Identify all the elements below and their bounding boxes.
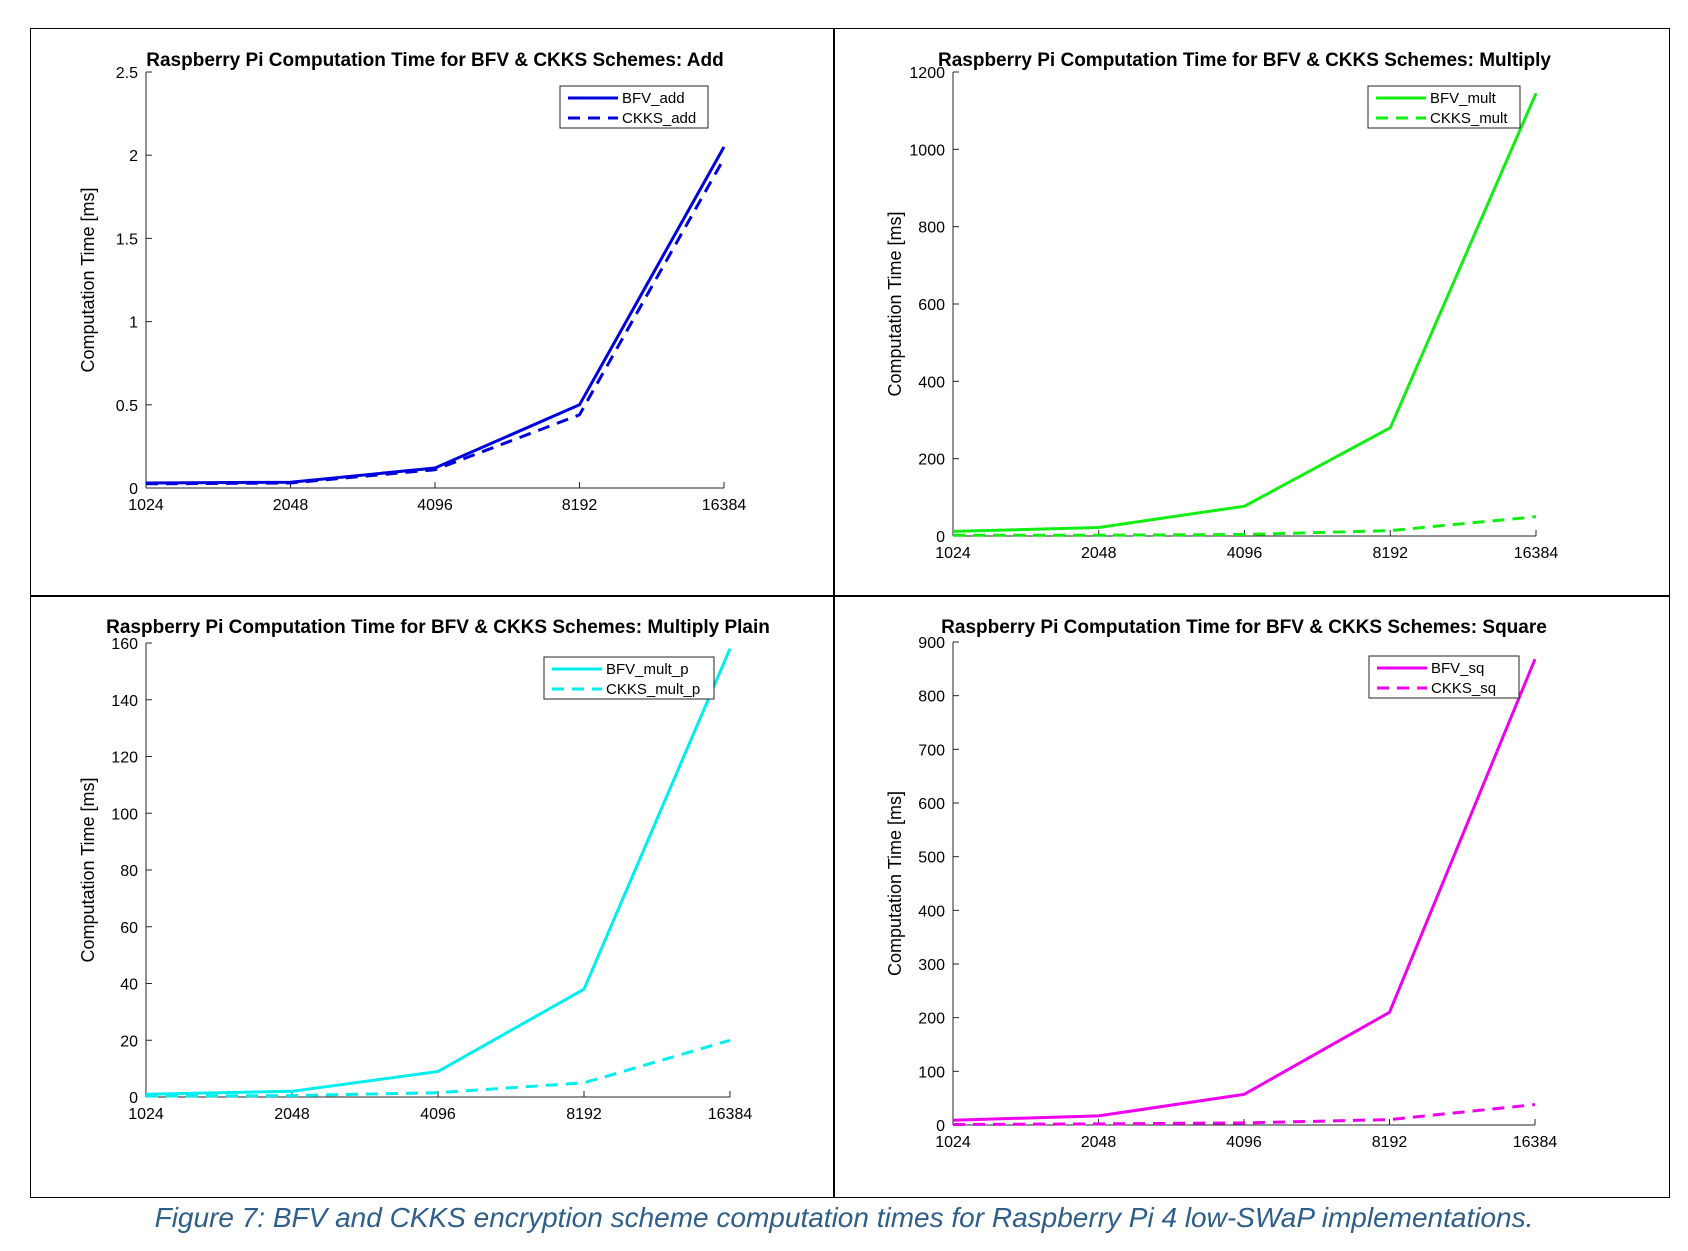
y-tick-label: 900 — [918, 635, 945, 652]
series-line-ckks-mult — [953, 515, 1537, 537]
x-tick-label: 16384 — [702, 497, 747, 514]
y-tick-label: 140 — [111, 693, 138, 710]
legend-label-ckks-mult: CKKS_mult — [1430, 110, 1508, 127]
series-line-ckks-sq — [952, 1103, 1536, 1126]
series-line-ckks-mult-p — [145, 1038, 731, 1098]
x-tick-label: 1024 — [935, 545, 971, 562]
x-tick-label: 8192 — [1372, 545, 1408, 562]
x-tick-label: 4096 — [420, 1106, 456, 1123]
chart-multiply: Raspberry Pi Computation Time for BFV & … — [885, 50, 1559, 562]
chart-multiply-plain: Raspberry Pi Computation Time for BFV & … — [78, 617, 770, 1123]
legend-label-ckks-mult-p: CKKS_mult_p — [606, 681, 700, 698]
y-axis-label: Computation Time [ms] — [885, 791, 905, 976]
x-tick-label: 1024 — [128, 1106, 164, 1123]
chart-title: Raspberry Pi Computation Time for BFV & … — [938, 50, 1551, 71]
figure-frame — [30, 28, 1670, 1198]
x-tick-label: 4096 — [1227, 545, 1263, 562]
y-tick-label: 0 — [936, 529, 945, 546]
x-tick-label: 8192 — [1372, 1134, 1408, 1151]
x-tick-label: 8192 — [566, 1106, 602, 1123]
y-tick-label: 2 — [129, 148, 138, 165]
y-tick-label: 100 — [918, 1064, 945, 1081]
series-line-bfv-mult-p — [145, 648, 732, 1096]
y-tick-label: 800 — [918, 689, 945, 706]
y-tick-label: 80 — [120, 863, 138, 880]
y-tick-label: 2.5 — [116, 65, 138, 82]
y-axis-label: Computation Time [ms] — [885, 211, 905, 396]
series-line-ckks-add — [145, 157, 726, 486]
legend-box — [559, 85, 709, 129]
y-tick-label: 1000 — [909, 142, 945, 159]
chart-title: Raspberry Pi Computation Time for BFV & … — [106, 617, 770, 638]
y-tick-label: 200 — [918, 452, 945, 469]
series-line-bfv-add — [145, 146, 726, 485]
y-tick-label: 20 — [120, 1033, 138, 1050]
panel-multiply-plain: Raspberry Pi Computation Time for BFV & … — [30, 595, 833, 1198]
legend-label-bfv-mult-p: BFV_mult_p — [606, 661, 689, 678]
y-tick-label: 700 — [918, 742, 945, 759]
chart-add: Raspberry Pi Computation Time for BFV & … — [78, 50, 747, 514]
chart-title: Raspberry Pi Computation Time for BFV & … — [941, 617, 1547, 638]
y-tick-label: 0 — [936, 1118, 945, 1135]
x-tick-label: 2048 — [273, 497, 309, 514]
legend-box — [1367, 85, 1521, 129]
y-tick-label: 1.5 — [116, 231, 138, 248]
legend-label-bfv-add: BFV_add — [622, 90, 685, 107]
y-tick-label: 0 — [129, 481, 138, 498]
panel-square: Raspberry Pi Computation Time for BFV & … — [833, 595, 1670, 1198]
y-axis-label: Computation Time [ms] — [78, 187, 98, 372]
y-tick-label: 120 — [111, 750, 138, 767]
legend-label-ckks-add: CKKS_add — [622, 110, 696, 127]
panel-multiply: Raspberry Pi Computation Time for BFV & … — [833, 28, 1670, 595]
x-tick-label: 4096 — [417, 497, 453, 514]
y-tick-label: 600 — [918, 297, 945, 314]
x-tick-label: 1024 — [128, 497, 164, 514]
x-tick-label: 8192 — [562, 497, 598, 514]
x-tick-label: 2048 — [1081, 1134, 1117, 1151]
x-tick-label: 16384 — [708, 1106, 753, 1123]
y-tick-label: 100 — [111, 806, 138, 823]
y-tick-label: 200 — [918, 1011, 945, 1028]
x-tick-label: 16384 — [1514, 545, 1559, 562]
y-tick-label: 1 — [129, 315, 138, 332]
y-tick-label: 1200 — [909, 65, 945, 82]
figure-caption: Figure 7: BFV and CKKS encryption scheme… — [154, 1202, 1534, 1233]
y-tick-label: 160 — [111, 636, 138, 653]
series-line-bfv-mult — [952, 92, 1538, 533]
y-tick-label: 0.5 — [116, 398, 138, 415]
y-tick-label: 800 — [918, 220, 945, 237]
legend-label-ckks-sq: CKKS_sq — [1431, 680, 1496, 697]
x-tick-label: 2048 — [274, 1106, 310, 1123]
legend-label-bfv-sq: BFV_sq — [1431, 660, 1484, 677]
chart-title: Raspberry Pi Computation Time for BFV & … — [146, 50, 723, 71]
panel-add: Raspberry Pi Computation Time for BFV & … — [30, 28, 833, 595]
x-tick-label: 16384 — [1513, 1134, 1558, 1151]
series-line-bfv-sq — [952, 658, 1537, 1122]
y-tick-label: 600 — [918, 796, 945, 813]
chart-square: Raspberry Pi Computation Time for BFV & … — [885, 617, 1558, 1151]
y-tick-label: 300 — [918, 957, 945, 974]
legend-box — [543, 656, 715, 700]
cell-divider-vertical — [833, 28, 835, 1198]
y-tick-label: 60 — [120, 920, 138, 937]
legend-box — [1368, 655, 1520, 699]
y-tick-label: 400 — [918, 374, 945, 391]
y-tick-label: 500 — [918, 850, 945, 867]
y-tick-label: 0 — [129, 1090, 138, 1107]
y-axis-label: Computation Time [ms] — [78, 777, 98, 962]
x-tick-label: 4096 — [1226, 1134, 1262, 1151]
x-tick-label: 2048 — [1081, 545, 1117, 562]
y-tick-label: 400 — [918, 903, 945, 920]
y-tick-label: 40 — [120, 977, 138, 994]
x-tick-label: 1024 — [935, 1134, 971, 1151]
legend-label-bfv-mult: BFV_mult — [1430, 90, 1497, 107]
cell-divider-horizontal — [30, 595, 1670, 597]
